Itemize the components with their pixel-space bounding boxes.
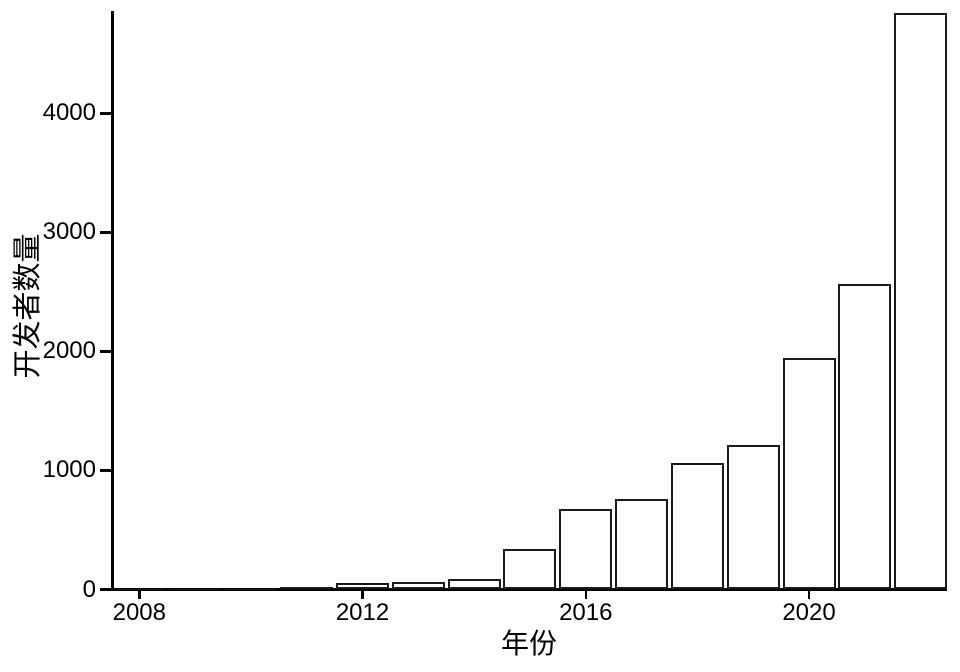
bar-2018 (670, 462, 724, 590)
y-tick-label-0: 0 (82, 575, 96, 603)
x-tick-label-2008: 2008 (112, 599, 166, 626)
bar-2017 (615, 499, 669, 590)
x-axis-line (111, 588, 947, 591)
y-axis-line (111, 11, 114, 591)
bar-2009 (168, 589, 222, 590)
y-tick-4000 (100, 112, 111, 115)
y-tick-0 (100, 588, 111, 591)
bar-2021 (838, 283, 892, 590)
y-tick-3000 (100, 231, 111, 234)
y-tick-label-1000: 1000 (42, 456, 96, 484)
bar-2012 (336, 582, 390, 590)
bar-2008 (112, 589, 166, 590)
bar-2022 (894, 12, 948, 590)
bar-2016 (559, 508, 613, 590)
bar-2010 (224, 588, 278, 590)
bar-2019 (726, 444, 780, 590)
y-tick-label-2000: 2000 (42, 337, 96, 365)
x-tick-2012 (361, 591, 364, 599)
x-tick-2020 (807, 591, 811, 599)
y-tick-label-4000: 4000 (42, 99, 96, 127)
x-tick-label-2016: 2016 (559, 599, 613, 626)
bar-2020 (782, 357, 836, 590)
y-tick-2000 (100, 350, 111, 353)
x-tick-label-2020: 2020 (782, 599, 836, 626)
x-axis-title: 年份 (500, 628, 558, 659)
bar-2013 (391, 581, 445, 590)
y-tick-1000 (100, 469, 111, 472)
y-tick-label-3000: 3000 (42, 218, 96, 246)
bar-2014 (447, 579, 501, 590)
x-tick-2008 (138, 591, 141, 599)
bar-2011 (280, 587, 334, 590)
x-tick-2016 (584, 591, 588, 599)
bar-2015 (503, 549, 557, 590)
x-tick-label-2012: 2012 (335, 599, 390, 626)
